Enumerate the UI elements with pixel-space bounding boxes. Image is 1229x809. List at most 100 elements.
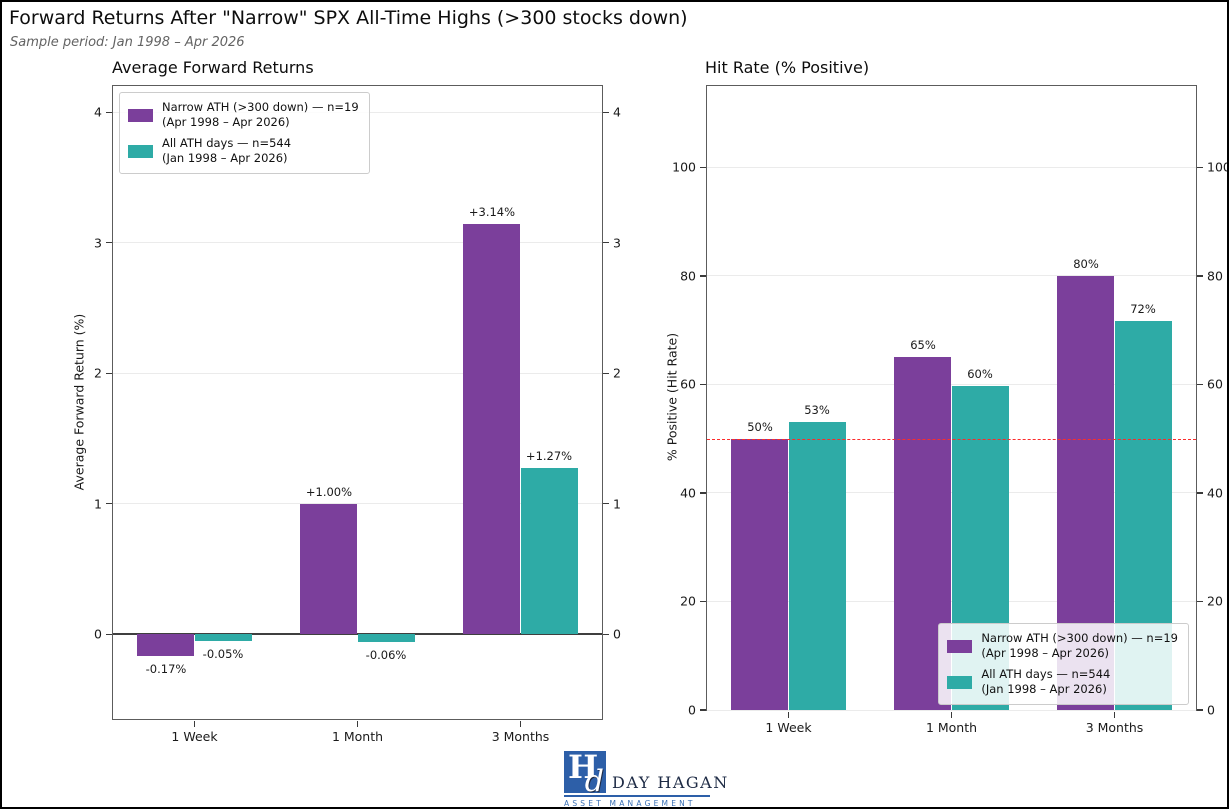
y-tick-label: 2: [94, 365, 102, 381]
bar-narrow-3-months: [463, 224, 521, 635]
y-tick-label: 60: [1207, 376, 1223, 392]
x-tick-label: 3 Months: [491, 729, 550, 744]
y-tick-label: 1: [94, 496, 102, 512]
y-tick-label: 2: [613, 365, 621, 381]
y-tick-label: 60: [680, 376, 696, 392]
y-tick-label: 20: [1207, 593, 1223, 609]
right-chart-y-axis-label: % Positive (Hit Rate): [664, 332, 680, 462]
y-tick-mark: [700, 166, 706, 169]
legend-label: All ATH days — n=544 (Jan 1998 – Apr 2026…: [162, 136, 291, 166]
gridline: [113, 503, 602, 505]
monogram-h-glyph: H: [568, 748, 599, 786]
legend: Narrow ATH (>300 down) — n=19 (Apr 1998 –…: [119, 92, 370, 174]
y-tick-mark: [106, 503, 112, 505]
y-tick-mark: [700, 492, 706, 494]
y-tick-mark: [1197, 275, 1203, 277]
bar-value-label: +1.00%: [305, 484, 353, 499]
gridline: [707, 709, 1196, 711]
bar-all-3-months: [520, 468, 578, 635]
legend-label-line: Narrow ATH (>300 down) — n=19: [981, 631, 1178, 645]
y-tick-label: 3: [94, 235, 102, 251]
x-tick-mark: [1113, 712, 1116, 718]
bar-value-label: 60%: [967, 367, 993, 382]
x-tick-mark: [356, 721, 359, 727]
bar-narrow-1-week: [137, 634, 195, 657]
legend-label-line: (Jan 1998 – Apr 2026): [162, 151, 288, 165]
y-tick-label: 100: [1207, 159, 1229, 175]
bar-value-label: 65%: [910, 338, 936, 353]
monogram-d-glyph: d: [584, 764, 604, 799]
legend-label-line: (Apr 1998 – Apr 2026): [162, 115, 290, 129]
reference-line-50pct: [707, 438, 1196, 440]
y-tick-label: 4: [94, 104, 102, 120]
logo-tagline: ASSET MANAGEMENT: [564, 799, 696, 808]
y-tick-mark: [603, 503, 609, 505]
y-tick-mark: [106, 242, 112, 244]
y-tick-mark: [603, 633, 609, 635]
x-tick-label: 3 Months: [1085, 720, 1144, 735]
gridline: [113, 372, 602, 374]
legend-label-line: (Apr 1998 – Apr 2026): [981, 646, 1109, 660]
bar-value-label: -0.17%: [145, 662, 187, 677]
bar-all-1-week: [194, 634, 252, 641]
bar-value-label: -0.06%: [365, 647, 407, 662]
bar-narrow-1-month: [300, 503, 358, 635]
legend-label-line: Narrow ATH (>300 down) — n=19: [162, 100, 359, 114]
y-tick-label: 0: [94, 626, 102, 642]
bar-value-label: -0.05%: [202, 646, 244, 661]
y-tick-mark: [700, 709, 706, 711]
x-tick-mark: [950, 712, 953, 718]
y-tick-mark: [603, 111, 609, 113]
y-tick-mark: [106, 633, 112, 635]
legend-swatch-narrow: [947, 639, 973, 653]
legend-entry: Narrow ATH (>300 down) — n=19 (Apr 1998 –…: [947, 631, 1178, 661]
x-tick-mark: [519, 721, 522, 727]
legend-label-line: All ATH days — n=544: [981, 667, 1111, 681]
legend-entry: Narrow ATH (>300 down) — n=19 (Apr 1998 –…: [128, 100, 359, 130]
x-tick-mark: [787, 712, 790, 718]
y-tick-label: 4: [613, 104, 621, 120]
y-tick-mark: [106, 111, 112, 113]
x-tick-mark: [193, 721, 196, 727]
right-chart-title: Hit Rate (% Positive): [705, 58, 870, 77]
bar-value-label: +1.27%: [525, 449, 573, 464]
legend-label: Narrow ATH (>300 down) — n=19 (Apr 1998 –…: [981, 631, 1178, 661]
gridline: [113, 242, 602, 244]
y-tick-mark: [1197, 383, 1203, 386]
y-tick-mark: [1197, 709, 1203, 711]
x-tick-label: 1 Month: [331, 729, 384, 744]
y-tick-mark: [700, 275, 706, 277]
y-tick-label: 80: [680, 268, 696, 284]
y-tick-label: 3: [613, 235, 621, 251]
legend-swatch-all: [128, 144, 153, 158]
legend-swatch-narrow: [128, 108, 153, 122]
day-hagan-monogram-icon: H d: [564, 748, 606, 799]
y-tick-label: 40: [680, 485, 696, 501]
y-tick-mark: [700, 383, 706, 386]
legend-label: Narrow ATH (>300 down) — n=19 (Apr 1998 –…: [162, 100, 359, 130]
legend-label-line: All ATH days — n=544: [162, 136, 292, 150]
logo-company-name: DAY HAGAN: [612, 773, 729, 792]
y-tick-mark: [1197, 600, 1203, 603]
y-tick-label: 0: [1207, 702, 1215, 718]
bar-value-label: +3.14%: [468, 205, 516, 220]
x-tick-label: 1 Month: [925, 720, 978, 735]
legend-label-line: (Jan 1998 – Apr 2026): [981, 682, 1107, 696]
y-tick-label: 40: [1207, 485, 1223, 501]
legend-label: All ATH days — n=544 (Jan 1998 – Apr 2026…: [981, 667, 1110, 697]
y-tick-mark: [106, 372, 112, 374]
bar-all-1-month: [357, 634, 415, 642]
bar-value-label: 80%: [1073, 256, 1099, 271]
bar-value-label: 53%: [804, 403, 830, 418]
y-tick-label: 1: [613, 496, 621, 512]
y-tick-label: 0: [688, 702, 696, 718]
left-chart-title: Average Forward Returns: [112, 58, 314, 77]
logo-divider-rule: [564, 795, 710, 797]
bar-value-label: 72%: [1130, 302, 1156, 317]
y-tick-label: 0: [613, 626, 621, 642]
y-tick-label: 80: [1207, 268, 1223, 284]
gridline: [707, 275, 1196, 277]
left-chart-y-axis-label: Average Forward Return (%): [71, 313, 87, 491]
figure-subtitle: Sample period: Jan 1998 – Apr 2026: [10, 35, 245, 50]
